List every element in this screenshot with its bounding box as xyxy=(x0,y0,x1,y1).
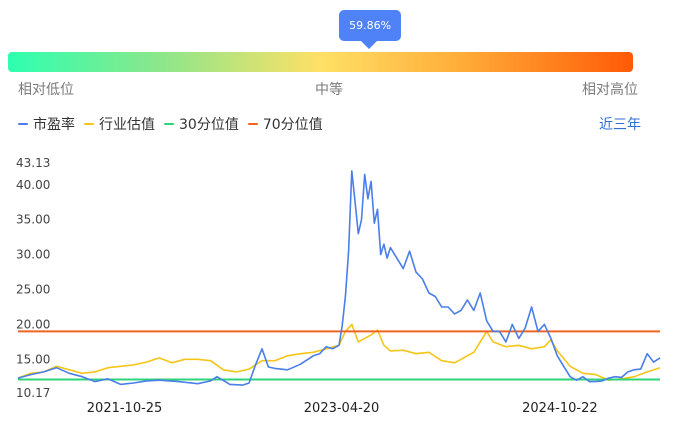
legend-swatch-industry xyxy=(84,123,94,125)
gauge-label-high: 相对高位 xyxy=(582,82,638,98)
legend-item-p30[interactable]: 30分位值 xyxy=(164,114,239,134)
y-tick-label: 40.00 xyxy=(16,178,50,192)
x-tick-label: 2023-04-20 xyxy=(304,401,380,416)
legend-swatch-pe xyxy=(18,123,28,125)
legend-label-p70: 70分位值 xyxy=(262,117,323,133)
y-tick-label: 35.00 xyxy=(16,213,50,227)
legend-item-pe[interactable]: 市盈率 xyxy=(18,114,75,134)
x-tick-label: 2024-10-22 xyxy=(522,401,598,416)
gauge-label-low: 相对低位 xyxy=(18,82,74,98)
series-line-pe xyxy=(17,170,661,386)
legend-label-pe: 市盈率 xyxy=(33,117,75,133)
y-tick-label: 30.00 xyxy=(16,248,50,262)
legend-item-industry[interactable]: 行业估值 xyxy=(84,114,155,134)
time-range-button[interactable]: 近三年 xyxy=(599,117,641,133)
percentile-gauge-bar xyxy=(8,52,633,72)
y-tick-label: 25.00 xyxy=(16,283,50,297)
series-line-industry xyxy=(17,323,661,382)
gauge-percentile-tooltip: 59.86% xyxy=(339,10,402,49)
y-tick-label: 20.00 xyxy=(16,317,50,331)
legend-label-p30: 30分位值 xyxy=(179,117,239,133)
x-tick-label: 2021-10-25 xyxy=(87,401,163,416)
legend-item-p70[interactable]: 70分位值 xyxy=(247,114,323,134)
y-tick-label: 15.00 xyxy=(16,352,50,366)
gauge-label-mid: 中等 xyxy=(315,82,343,98)
legend-swatch-p30 xyxy=(164,123,174,125)
legend-label-industry: 行业估值 xyxy=(99,117,155,133)
y-tick-label: 10.17 xyxy=(16,386,50,400)
chart-legend: 市盈率 行业估值 30分位值 70分位值 xyxy=(18,114,332,134)
y-tick-label: 43.13 xyxy=(16,156,50,170)
legend-swatch-p70 xyxy=(247,123,258,125)
